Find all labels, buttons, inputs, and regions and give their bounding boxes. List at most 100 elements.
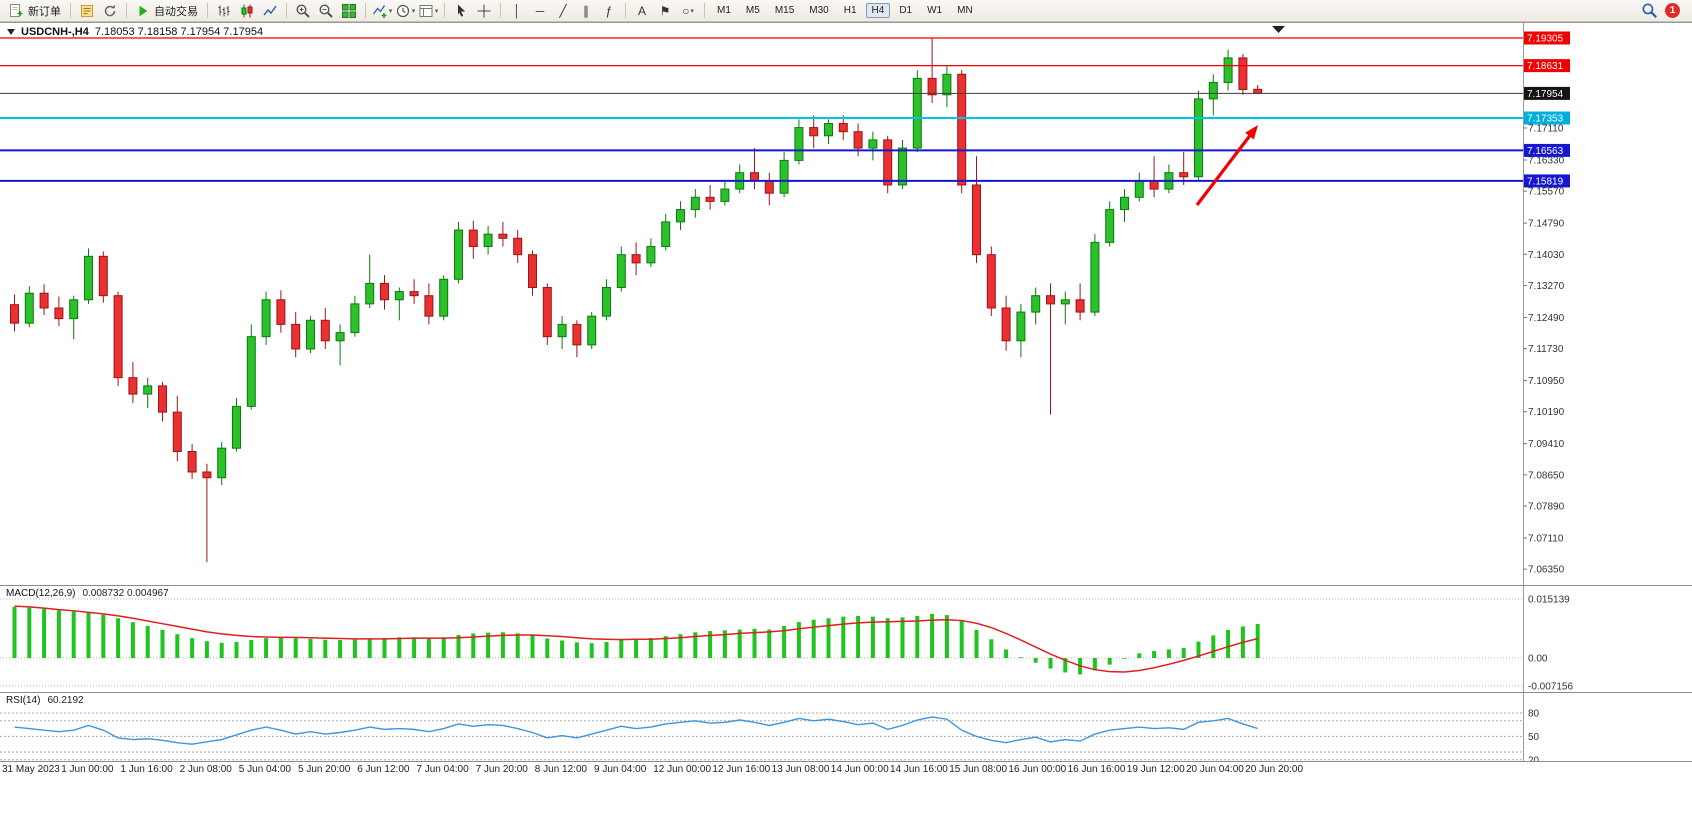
time-label: 8 Jun 12:00 bbox=[534, 764, 588, 775]
time-label: 14 Jun 00:00 bbox=[830, 764, 889, 775]
time-axis[interactable]: 31 May 2023 1 Jun 00:00 1 Jun 16:00 2 Jun 0… bbox=[0, 761, 1692, 779]
candles-layer bbox=[10, 38, 1263, 563]
trendline-icon-glyph: ╱ bbox=[559, 3, 567, 18]
shapes-icon-glyph: ○ bbox=[682, 3, 690, 18]
periods-icon bbox=[395, 3, 411, 19]
time-label: 5 Jun 04:00 bbox=[238, 764, 292, 775]
toolbar-separator bbox=[70, 3, 71, 18]
periods-icon[interactable]: ▾ bbox=[394, 2, 416, 19]
horizontal-line-icon-glyph: ─ bbox=[535, 3, 545, 18]
cursor-icon[interactable] bbox=[450, 2, 472, 19]
indicators-icon[interactable]: ▾ bbox=[371, 2, 393, 19]
timeframe-mn-button[interactable]: MN bbox=[957, 5, 973, 16]
timeframe-d1-button[interactable]: D1 bbox=[899, 5, 913, 16]
toolbar-separator bbox=[126, 3, 127, 18]
macd-name: MACD(12,26,9) bbox=[6, 588, 76, 599]
channel-icon[interactable]: ∥ bbox=[575, 2, 597, 19]
time-label: 1 Jun 16:00 bbox=[120, 764, 173, 775]
macd-label: MACD(12,26,9) 0.008732 0.004967 bbox=[6, 588, 169, 599]
timeframe-m30-button[interactable]: M30 bbox=[809, 5, 829, 16]
time-label: 7 Jun 04:00 bbox=[416, 764, 469, 775]
timeframe-m5-button[interactable]: M5 bbox=[745, 5, 760, 16]
macd-histogram-layer bbox=[12, 606, 1260, 675]
svg-text:7.10950: 7.10950 bbox=[1528, 376, 1565, 387]
svg-text:-0.007156: -0.007156 bbox=[1528, 681, 1573, 692]
label-icon[interactable]: ⚑ bbox=[654, 2, 676, 19]
bar-chart-icon bbox=[216, 3, 232, 19]
timeframe-h1-button[interactable]: H1 bbox=[843, 5, 857, 16]
time-label: 13 Jun 08:00 bbox=[771, 764, 830, 775]
time-label: 16 Jun 16:00 bbox=[1067, 764, 1126, 775]
rsi-name: RSI(14) bbox=[6, 695, 41, 706]
svg-text:7.16330: 7.16330 bbox=[1528, 155, 1565, 166]
fibonacci-icon-glyph: ƒ bbox=[605, 3, 613, 18]
rsi-canvas[interactable]: 80 50 20 bbox=[0, 693, 1692, 761]
line-chart-icon[interactable] bbox=[259, 2, 281, 19]
crosshair-icon[interactable] bbox=[473, 2, 495, 19]
bar-chart-icon[interactable] bbox=[213, 2, 235, 19]
time-label: 15 Jun 08:00 bbox=[949, 764, 1008, 775]
zoom-in-icon[interactable] bbox=[292, 2, 314, 19]
refresh-icon bbox=[102, 3, 118, 19]
time-label: 14 Jun 16:00 bbox=[890, 764, 948, 775]
svg-text:7.17954: 7.17954 bbox=[1527, 89, 1564, 100]
text-icon[interactable]: A bbox=[631, 2, 653, 19]
svg-text:7.17110: 7.17110 bbox=[1528, 123, 1564, 134]
search-icon bbox=[1641, 2, 1658, 19]
time-label: 19 Jun 12:00 bbox=[1126, 764, 1185, 775]
new-order-icon bbox=[8, 3, 24, 19]
rsi-value: 60.2192 bbox=[47, 695, 84, 706]
candlestick-chart-icon[interactable] bbox=[236, 2, 258, 19]
zoom-in-icon bbox=[295, 3, 311, 19]
time-label: 20 Jun 20:00 bbox=[1245, 764, 1304, 775]
fibonacci-icon[interactable]: ƒ bbox=[598, 2, 620, 19]
search-icon[interactable] bbox=[1638, 2, 1660, 19]
timeframe-w1-button[interactable]: W1 bbox=[927, 5, 943, 16]
timeframe-h4-button[interactable]: H4 bbox=[865, 3, 891, 18]
chart-symbol-period: USDCNH-,H4 bbox=[21, 26, 89, 38]
macd-signal-line bbox=[14, 605, 1258, 673]
time-label: 20 Jun 04:00 bbox=[1186, 764, 1244, 775]
notification-badge[interactable]: 1 bbox=[1665, 3, 1680, 18]
toolbar-separator bbox=[207, 3, 208, 18]
time-label: 9 Jun 04:00 bbox=[594, 764, 647, 775]
macd-canvas[interactable]: 0.015139 0.00 -0.007156 bbox=[0, 586, 1692, 692]
macd-panel[interactable]: MACD(12,26,9) 0.008732 0.004967 0.015139 0… bbox=[0, 585, 1692, 692]
templates-icon[interactable]: ▾ bbox=[417, 2, 439, 19]
chart-window[interactable]: USDCNH-,H4 7.18053 7.18158 7.17954 7.179… bbox=[0, 22, 1692, 779]
time-label: 6 Jun 12:00 bbox=[357, 764, 410, 775]
rsi-line bbox=[14, 716, 1258, 745]
new-order-button[interactable]: 新订单 bbox=[4, 1, 65, 20]
channel-icon-glyph: ∥ bbox=[583, 3, 589, 18]
svg-text:7.18631: 7.18631 bbox=[1527, 61, 1564, 72]
horizontal-line-icon[interactable]: ─ bbox=[529, 2, 551, 19]
zoom-out-icon[interactable] bbox=[315, 2, 337, 19]
svg-text:7.07890: 7.07890 bbox=[1528, 502, 1565, 513]
refresh-icon[interactable] bbox=[99, 2, 121, 19]
text-icon-glyph: A bbox=[637, 3, 646, 18]
price-chart-canvas[interactable]: 7.17110 7.16330 7.15570 7.14790 7.14030 7.132… bbox=[0, 23, 1692, 585]
line-chart-icon bbox=[262, 3, 278, 19]
metaeditor-icon[interactable] bbox=[76, 2, 98, 19]
dropdown-arrow-icon: ▾ bbox=[434, 7, 439, 15]
macd-values: 0.008732 0.004967 bbox=[82, 588, 169, 599]
cursor-icon bbox=[453, 3, 469, 19]
timeframe-m1-button[interactable]: M1 bbox=[717, 5, 731, 16]
toolbar-separator bbox=[704, 3, 705, 18]
svg-text:0.015139: 0.015139 bbox=[1528, 594, 1570, 605]
timeframe-m15-button[interactable]: M15 bbox=[774, 5, 795, 16]
rsi-panel[interactable]: RSI(14) 60.2192 80 50 20 bbox=[0, 692, 1692, 761]
shapes-icon[interactable]: ○ ▾ bbox=[677, 2, 699, 19]
autotrading-button[interactable]: 自动交易 bbox=[132, 1, 202, 20]
svg-text:7.15570: 7.15570 bbox=[1528, 187, 1565, 198]
trendline-icon[interactable]: ╱ bbox=[552, 2, 574, 19]
svg-text:0.00: 0.00 bbox=[1528, 654, 1548, 665]
time-label: 16 Jun 00:00 bbox=[1008, 764, 1067, 775]
autotrading-button-label: 自动交易 bbox=[154, 5, 198, 18]
crosshair-icon bbox=[476, 3, 492, 19]
svg-text:7.14030: 7.14030 bbox=[1528, 250, 1565, 261]
vertical-line-icon[interactable]: │ bbox=[506, 2, 528, 19]
tile-windows-icon[interactable] bbox=[338, 2, 360, 19]
svg-text:7.07110: 7.07110 bbox=[1528, 533, 1564, 544]
collapse-triangle-icon[interactable] bbox=[7, 29, 15, 35]
